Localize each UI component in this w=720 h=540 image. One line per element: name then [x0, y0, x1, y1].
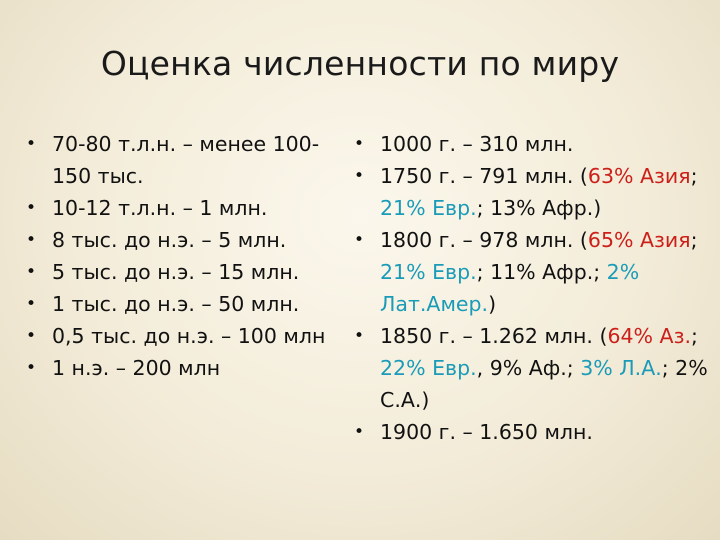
item-text: 0,5 тыс. до н.э. – 100 млн	[52, 324, 326, 348]
bullet-icon: •	[354, 134, 365, 154]
share-europe: 22% Евр.	[380, 356, 477, 380]
share-asia: 64% Аз.	[607, 324, 691, 348]
item-lead: 1800 г. – 978 млн. (	[380, 228, 588, 252]
list-item: • 1 н.э. – 200 млн	[22, 352, 352, 384]
bullet-icon: •	[26, 262, 37, 282]
item-text: 1000 г. – 310 млн.	[380, 132, 574, 156]
share-asia: 63% Азия	[587, 164, 691, 188]
list-item: • 8 тыс. до н.э. – 5 млн.	[22, 224, 352, 256]
separator: ;	[691, 324, 698, 348]
right-bullet-list: • 1000 г. – 310 млн. • 1750 г. – 791 млн. …	[350, 128, 715, 448]
list-item: • 1800 г. – 978 млн. (65% Азия; 21% Евр.;…	[350, 224, 715, 320]
bullet-icon: •	[354, 422, 365, 442]
share-europe: 21% Евр.	[380, 260, 477, 284]
list-item: • 70-80 т.л.н. – менее 100-150 тыс.	[22, 128, 352, 192]
slide-title: Оценка численности по миру	[100, 44, 620, 83]
separator: ; 11% Афр.;	[476, 260, 607, 284]
list-item: • 1000 г. – 310 млн.	[350, 128, 715, 160]
list-item: • 1900 г. – 1.650 млн.	[350, 416, 715, 448]
item-tail: )	[488, 292, 497, 316]
bullet-icon: •	[26, 358, 37, 378]
bullet-icon: •	[26, 230, 37, 250]
bullet-icon: •	[26, 294, 37, 314]
share-asia: 65% Азия	[587, 228, 691, 252]
bullet-icon: •	[354, 230, 365, 250]
item-tail: ; 2% С.А.)	[380, 356, 708, 412]
separator: ;	[690, 228, 698, 252]
list-item: • 1750 г. – 791 млн. (63% Азия; 21% Евр.;…	[350, 160, 715, 224]
list-item: • 0,5 тыс. до н.э. – 100 млн	[22, 320, 352, 352]
bullet-icon: •	[26, 134, 37, 154]
list-item: • 5 тыс. до н.э. – 15 млн.	[22, 256, 352, 288]
item-text: 8 тыс. до н.э. – 5 млн.	[52, 228, 287, 252]
separator: , 9% Аф.;	[476, 356, 581, 380]
share-latin-america: 3% Л.А.	[580, 356, 662, 380]
item-text: 1900 г. – 1.650 млн.	[380, 420, 593, 444]
item-tail: ; 13% Афр.)	[476, 196, 602, 220]
bullet-icon: •	[26, 198, 37, 218]
share-europe: 21% Евр.	[380, 196, 477, 220]
item-lead: 1750 г. – 791 млн. (	[380, 164, 588, 188]
list-item: • 1850 г. – 1.262 млн. (64% Аз.; 22% Евр.…	[350, 320, 715, 416]
list-item: • 1 тыс. до н.э. – 50 млн.	[22, 288, 352, 320]
item-text: 1 тыс. до н.э. – 50 млн.	[52, 292, 300, 316]
item-text: 10-12 т.л.н. – 1 млн.	[52, 196, 268, 220]
bullet-icon: •	[26, 326, 37, 346]
left-bullet-list: • 70-80 т.л.н. – менее 100-150 тыс. • 10-1…	[22, 128, 352, 384]
bullet-icon: •	[354, 166, 365, 186]
separator: ;	[690, 164, 698, 188]
item-lead: 1850 г. – 1.262 млн. (	[380, 324, 608, 348]
item-text: 70-80 т.л.н. – менее 100-150 тыс.	[52, 132, 320, 188]
item-text: 5 тыс. до н.э. – 15 млн.	[52, 260, 300, 284]
share-latin-america: 2% Лат.Амер.	[380, 260, 640, 316]
bullet-icon: •	[354, 326, 365, 346]
item-text: 1 н.э. – 200 млн	[52, 356, 221, 380]
list-item: • 10-12 т.л.н. – 1 млн.	[22, 192, 352, 224]
